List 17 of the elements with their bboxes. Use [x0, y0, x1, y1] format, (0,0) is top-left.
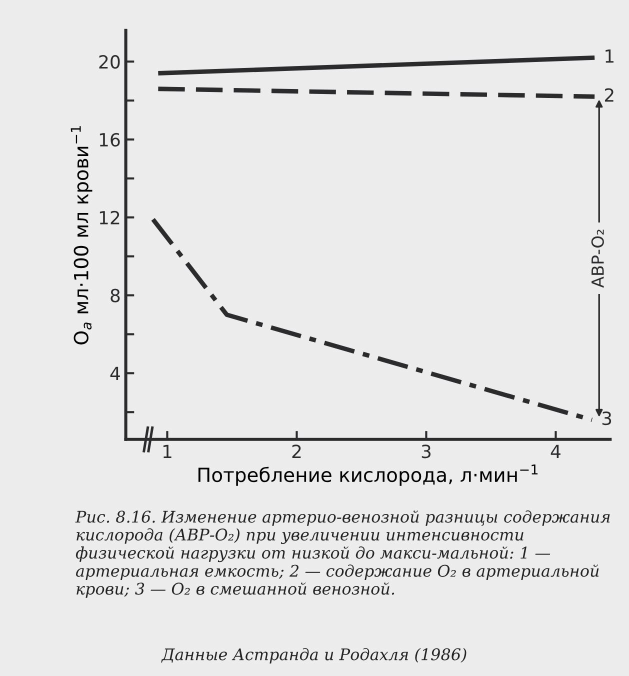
x-tick-label: 2	[292, 444, 301, 458]
y-tick-label: 4	[110, 366, 120, 380]
x-tick-label: 4	[550, 444, 560, 458]
x-axis-title: Потребление кислорода, л·мин$^{−1}$	[198, 464, 538, 486]
y-tick-label: 12	[100, 210, 120, 224]
x-tick-label: 1	[163, 444, 172, 458]
annotation: АВР-O₂	[591, 230, 604, 288]
legend-label: 2	[604, 88, 614, 102]
text: Рис. 8.16. Изменение артерио-венозной разницы содержания кислорода (АВР-O₂) при увеличении интенсивности физической нагрузки от низкой до макси-мальной: 1 — артериальная емкость; 2 — содержание O₂ в артериальной крови; 3 — O₂ в смешанной венозной.	[75, 510, 610, 598]
x-tick-label: 3	[422, 444, 431, 458]
legend-label: 3	[602, 412, 612, 426]
y-tick-label: 20	[99, 55, 120, 69]
y-tick-label: 8	[110, 288, 120, 302]
y-axis-title: O$_{а}$ мл·100 мл крови$^{−1}$	[70, 126, 92, 344]
text: Данные Астранда и Родахля (1986)	[161, 648, 466, 664]
series-label: 1	[606, 50, 614, 63]
y-tick-label: 16	[100, 132, 120, 147]
